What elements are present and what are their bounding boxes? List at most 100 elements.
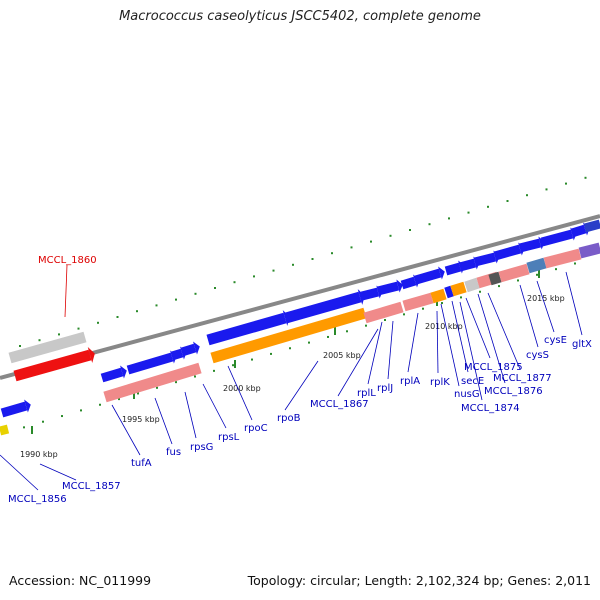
gene-feature: [540, 229, 574, 247]
gene-arrowhead: [438, 266, 445, 280]
gene-feature: [493, 244, 522, 261]
label-leader-line: [451, 300, 469, 373]
label-leader-line: [337, 328, 379, 397]
gene-label: rpsL: [218, 432, 240, 443]
label-leader-line: [465, 297, 491, 359]
gene-feature: [126, 352, 174, 375]
label-leader-line: [202, 383, 227, 429]
gene-feature: [543, 248, 582, 269]
gene-feature: [100, 367, 124, 383]
label-leader-line: [154, 397, 173, 445]
gene-label: rplK: [430, 377, 450, 388]
gene-features: [0, 214, 600, 436]
scale-tick-label: 2015 kbp: [527, 294, 565, 303]
gene-label: nusG: [454, 389, 480, 400]
gene-feature: [450, 281, 467, 297]
gene-feature: [103, 362, 202, 403]
gene-label: MCCL_1860: [38, 255, 97, 266]
gene-arrowhead: [87, 347, 95, 363]
gene-feature: [180, 343, 197, 357]
label-leader-line: [111, 404, 141, 456]
gene-arrowhead: [357, 289, 365, 305]
gene-feature: [444, 262, 462, 276]
gene-label: rpsG: [190, 442, 213, 453]
gene-arrowhead: [24, 399, 31, 413]
label-leader-line: [536, 280, 555, 333]
gene-label: tufA: [131, 458, 152, 469]
gene-arrowhead: [193, 341, 200, 355]
scale-tick-label: 2005 kbp: [323, 351, 361, 360]
gene-label: rplA: [400, 376, 420, 387]
gene-arrowhead: [538, 236, 545, 250]
gene-feature: [400, 276, 417, 290]
gene-feature: [8, 331, 87, 364]
gene-labels: MCCL_1860 MCCL_1856 MCCL_1857 tufA fus rpsG rp…: [0, 255, 592, 505]
gene-label: MCCL_1867: [310, 399, 369, 410]
gene-feature: [488, 271, 502, 286]
scale-tick-label: 1990 kbp: [20, 450, 58, 459]
gene-feature: [376, 281, 400, 296]
gene-feature: [414, 268, 442, 285]
gene-feature: [13, 349, 92, 382]
gene-feature: [284, 291, 362, 324]
scale-tick-label: 2000 kbp: [223, 384, 261, 393]
gene-feature: [0, 401, 28, 418]
gene-label: rplJ: [377, 383, 393, 394]
label-leader-line: [477, 293, 506, 384]
gene-label: cysE: [544, 335, 567, 346]
label-leader-line: [407, 312, 419, 373]
gene-label: MCCL_1876: [484, 386, 543, 397]
genome-summary-text: Topology: circular; Length: 2,102,324 bp…: [247, 573, 591, 588]
label-leader-line: [64, 264, 68, 318]
gene-feature: [458, 258, 477, 272]
gene-label: cysS: [526, 350, 549, 361]
gene-arrowhead: [120, 365, 127, 379]
gene-feature: [578, 242, 600, 259]
gene-label: rplL: [357, 388, 376, 399]
gene-feature: [402, 292, 434, 312]
gene-feature: [464, 277, 480, 293]
gene-label: secE: [461, 376, 484, 387]
label-leader-line: [565, 271, 583, 336]
gene-label: rpoC: [244, 423, 268, 434]
gene-feature: [206, 312, 287, 346]
label-leader-line: [436, 310, 439, 374]
gene-feature: [0, 424, 10, 436]
gene-label: MCCL_1874: [461, 403, 520, 414]
label-leader-line: [184, 391, 197, 439]
label-leader-line: [227, 365, 253, 421]
accession-text: Accession: NC_011999: [9, 573, 152, 588]
gene-arrowhead: [396, 279, 403, 293]
gene-label: gltX: [572, 339, 592, 350]
genome-backbone: [0, 214, 600, 380]
gene-feature: [363, 301, 404, 324]
label-leader-line: [387, 320, 394, 380]
label-leader-line: [39, 463, 77, 481]
gene-label: MCCL_1856: [8, 494, 67, 505]
label-leader-line: [367, 321, 383, 385]
gene-label: fus: [166, 447, 181, 458]
gene-feature: [473, 252, 497, 267]
label-leader-line: [440, 303, 460, 387]
label-leader-line: [0, 454, 39, 491]
gene-feature: [430, 288, 447, 304]
map-title: Macrococcus caseolyticus JSCC5402, compl…: [119, 9, 481, 24]
gene-label: MCCL_1875: [464, 362, 523, 373]
label-leader-line: [487, 292, 521, 370]
gene-feature: [518, 238, 542, 253]
gene-label: MCCL_1857: [62, 481, 121, 492]
scale-tick-label: 2010 kbp: [425, 322, 463, 331]
gene-label: rpoB: [277, 413, 301, 424]
gene-feature: [526, 257, 547, 274]
gene-feature: [360, 287, 380, 301]
gene-feature: [170, 348, 184, 361]
label-leader-line: [459, 301, 483, 401]
label-leader-line: [284, 360, 319, 411]
scale-tick-label: 1995 kbp: [122, 415, 160, 424]
gene-feature: [583, 219, 600, 233]
gene-feature: [498, 263, 530, 283]
gene-feature: [444, 285, 454, 299]
gene-feature: [570, 224, 587, 238]
gene-label: MCCL_1877: [493, 373, 552, 384]
